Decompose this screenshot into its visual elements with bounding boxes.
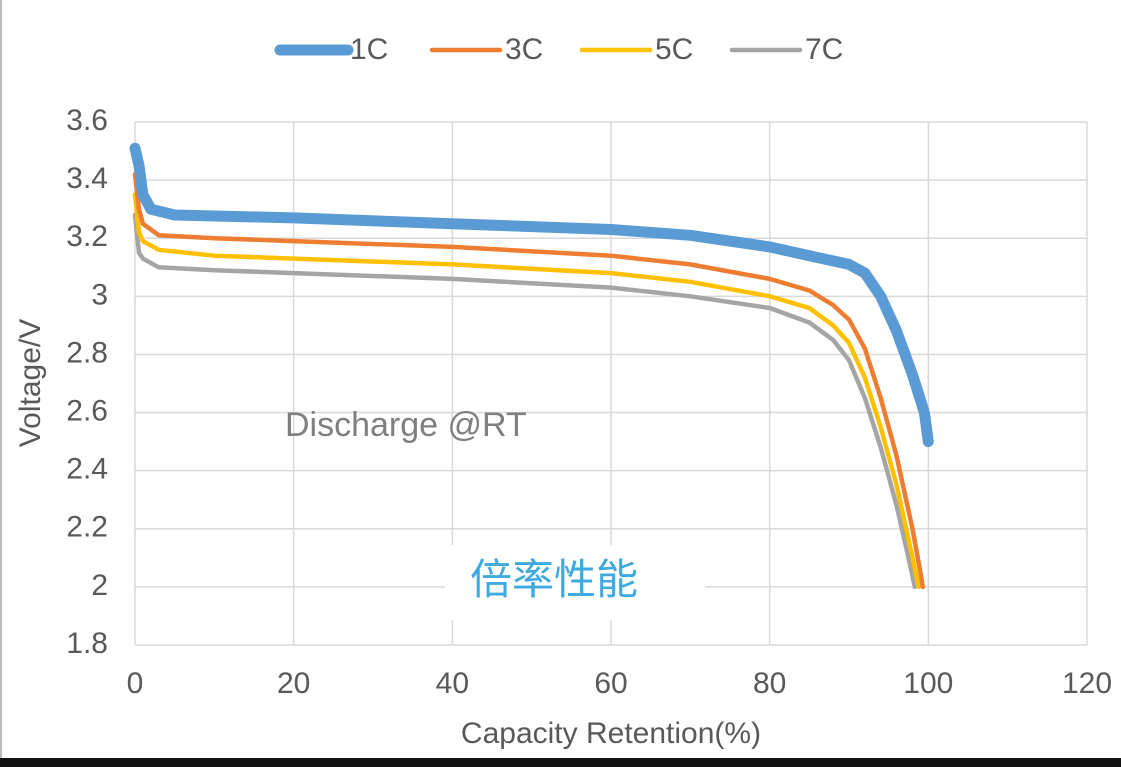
annotation: 倍率性能 xyxy=(470,556,638,603)
x-tick-label: 100 xyxy=(903,667,953,700)
x-tick-label: 40 xyxy=(436,667,469,700)
y-tick-label: 3.4 xyxy=(66,162,108,195)
y-tick-label: 3 xyxy=(91,278,108,311)
x-tick-label: 80 xyxy=(753,667,786,700)
x-tick-label: 60 xyxy=(594,667,627,700)
x-tick-label: 120 xyxy=(1062,667,1112,700)
series-line xyxy=(132,172,926,590)
y-tick-label: 3.6 xyxy=(66,104,108,137)
annotation: Discharge @RT xyxy=(285,406,527,444)
x-tick-label: 0 xyxy=(127,667,144,700)
y-tick-label: 2.8 xyxy=(66,336,108,369)
series-line xyxy=(129,142,934,448)
y-tick-label: 2.6 xyxy=(66,394,108,427)
y-tick-label: 2.2 xyxy=(66,511,108,544)
legend-label: 1C xyxy=(350,33,388,66)
x-tick-label: 20 xyxy=(277,667,310,700)
bottom-bar xyxy=(0,758,1121,767)
plot xyxy=(129,142,934,590)
y-tick-label: 1.8 xyxy=(66,627,108,660)
legend-label: 3C xyxy=(505,33,543,66)
annotation-background xyxy=(445,545,705,620)
series-line xyxy=(132,192,922,590)
y-tick-label: 2.4 xyxy=(66,453,108,486)
y-axis-label: Voltage/V xyxy=(14,319,47,447)
x-axis-label: Capacity Retention(%) xyxy=(461,717,761,750)
legend-label: 5C xyxy=(655,33,693,66)
legend-label: 7C xyxy=(805,33,843,66)
y-tick-label: 3.2 xyxy=(66,220,108,253)
y-tick-label: 2 xyxy=(91,569,108,602)
series-line xyxy=(132,212,918,590)
